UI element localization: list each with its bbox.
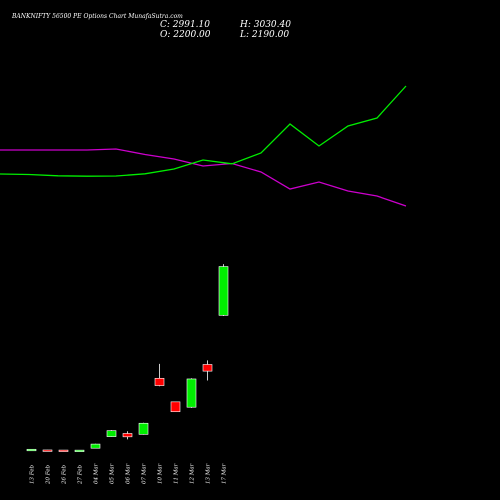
x-tick-label: 27 Feb [78,464,84,485]
candle-body [74,449,85,452]
green-line [0,85,407,177]
candle [122,431,133,440]
x-axis-ticks: 13 Feb 20 Feb 26 Feb 27 Feb 04 Mar 05 Mar 06 M… [30,463,228,485]
candle-body [26,448,37,452]
x-tick-label: 05 Mar [110,463,116,484]
candle-body [154,377,165,386]
candle [42,449,53,452]
x-tick-label: 17 Mar [222,463,228,484]
candle [186,378,197,408]
low-label: L: 2190.00 [239,30,289,40]
candle [58,449,69,452]
candles [26,264,229,452]
candle [202,360,213,381]
candle [106,430,117,437]
x-tick-label: 26 Feb [62,464,68,485]
x-tick-label: 12 Mar [190,463,196,484]
x-tick-label: 10 Mar [158,463,164,484]
chart-title: BANKNIFTY 56500 PE Options Chart MunafaS… [11,13,183,20]
x-tick-label: 20 Feb [46,464,52,485]
x-tick-label: 13 Feb [30,464,36,484]
candle-body [138,422,149,435]
candle [154,363,165,387]
high-label: H: 3030.40 [239,20,291,30]
indicator-lines [0,85,407,207]
candle [170,401,181,413]
candle-body [122,433,133,438]
x-tick-label: 07 Mar [142,463,148,484]
candle-body [170,401,181,413]
candle-body [58,449,69,452]
candle [74,449,85,452]
candle [26,448,37,452]
candle-body [90,443,101,449]
candle-body [42,449,53,452]
open-label: O: 2200.00 [160,30,211,40]
candle-body [106,430,117,437]
x-tick-label: 06 Mar [126,463,132,484]
candle [138,422,149,435]
candle-body [218,266,229,316]
close-label: C: 2991.10 [160,20,210,30]
x-tick-label: 04 Mar [94,463,100,484]
magenta-line [0,148,407,207]
x-tick-label: 13 Mar [206,463,212,484]
candle-body [186,378,197,408]
candle [90,443,101,449]
candle-body [202,364,213,372]
x-tick-label: 11 Mar [174,463,180,484]
candle [218,264,229,316]
